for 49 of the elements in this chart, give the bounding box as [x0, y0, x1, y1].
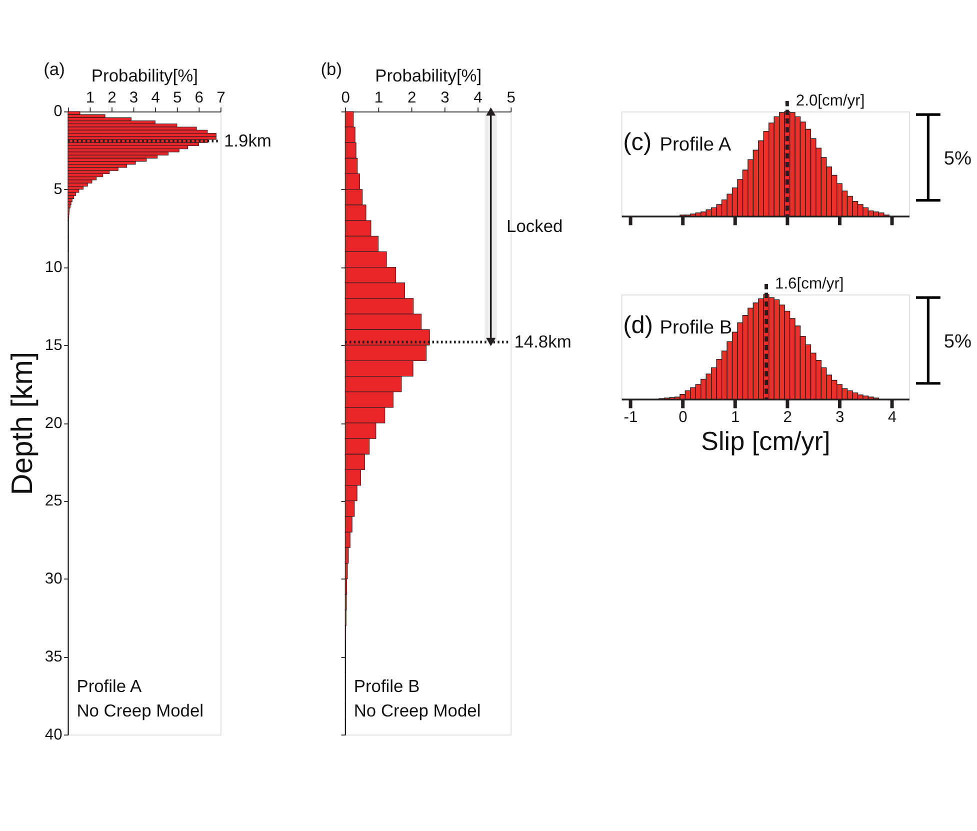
x-tick-label: 4: [474, 89, 483, 106]
y-tick-label: 40: [44, 726, 63, 744]
x-tick-label: 7: [216, 89, 226, 106]
annotation: Profile B: [354, 676, 420, 696]
x-axis-title: Slip [cm/yr]: [701, 426, 830, 456]
y-axis-title: Depth [km]: [6, 352, 39, 496]
x-tick-label: 3: [836, 409, 845, 426]
text: Profile A: [660, 134, 732, 156]
x-axis-title: Probability[%]: [375, 65, 482, 86]
y-tick-label: 35: [44, 648, 63, 666]
x-axis-title: Probability[%]: [91, 65, 198, 86]
x-tick-label: 2: [407, 89, 416, 106]
y-tick-label: 30: [44, 570, 63, 588]
text: (d): [623, 312, 653, 339]
x-tick-label: 3: [440, 89, 450, 106]
x-tick-label: 3: [129, 89, 138, 106]
ref-line-label: 1.6[cm/yr]: [774, 275, 844, 292]
y-tick-label: 0: [54, 103, 63, 120]
x-tick-label: -1: [624, 409, 638, 426]
y-tick-label: 10: [44, 259, 63, 276]
ref-line-label: 2.0[cm/yr]: [796, 92, 865, 110]
annotation: No Creep Model: [76, 700, 204, 720]
text: 5%: [944, 332, 972, 353]
x-tick-label: 4: [151, 89, 160, 106]
x-tick-label: 6: [194, 89, 204, 106]
band-label: Locked: [506, 216, 563, 236]
y-tick-label: 15: [44, 336, 63, 354]
y-tick-label: 20: [44, 414, 63, 432]
y-tick-label: 5: [54, 181, 63, 198]
x-tick-label: 1: [86, 89, 95, 106]
annotation: No Creep Model: [354, 700, 481, 720]
x-tick-label: 2: [108, 89, 116, 106]
x-tick-label: 0: [341, 89, 350, 106]
y-tick-label: 25: [44, 492, 63, 510]
x-tick-label: 2: [783, 409, 792, 426]
x-tick-label: 5: [173, 89, 182, 106]
x-tick-label: 0: [678, 409, 688, 426]
chart-title: (a): [44, 58, 65, 79]
annotation: Profile A: [76, 676, 142, 696]
x-tick-label: 1: [730, 409, 740, 426]
x-tick-label: 1: [374, 89, 384, 106]
text: Profile B: [660, 318, 732, 339]
x-tick-label: 4: [888, 409, 897, 426]
chart-title: (b): [320, 58, 342, 79]
text: 5%: [944, 148, 972, 170]
text: (c): [623, 128, 652, 156]
ref-line-label: 1.9km: [224, 130, 272, 150]
x-tick-label: 5: [506, 89, 516, 106]
ref-line-label: 14.8km: [514, 331, 572, 352]
